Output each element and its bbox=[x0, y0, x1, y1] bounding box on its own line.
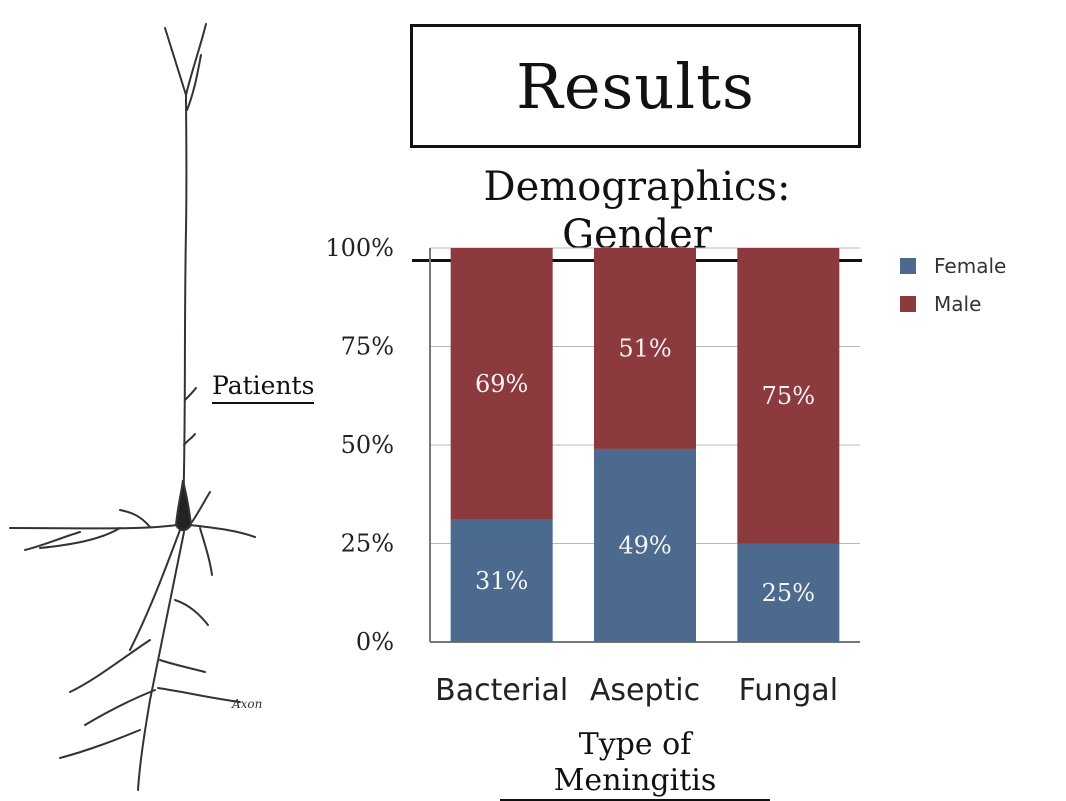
y-tick-label: 100% bbox=[325, 234, 394, 262]
legend-label-male: Male bbox=[934, 292, 981, 316]
data-label: 25% bbox=[762, 579, 815, 607]
axon-label: Axon bbox=[231, 697, 262, 711]
bar-male bbox=[737, 248, 840, 544]
page-title: Results bbox=[516, 49, 755, 123]
legend-swatch-female bbox=[900, 258, 916, 274]
data-label: 31% bbox=[475, 567, 528, 595]
data-label: 51% bbox=[618, 334, 671, 362]
data-label: 49% bbox=[618, 531, 671, 559]
bar-male bbox=[450, 248, 553, 520]
bar-female bbox=[594, 448, 696, 642]
x-tick-label: Aseptic bbox=[590, 673, 700, 708]
y-tick-label: 25% bbox=[341, 530, 394, 558]
bar-female bbox=[450, 519, 553, 642]
title-box: Results bbox=[410, 24, 861, 148]
data-label: 75% bbox=[762, 382, 815, 410]
y-tick-label: 75% bbox=[341, 333, 394, 361]
bar-male bbox=[594, 248, 696, 449]
y-axis-label: Patients bbox=[212, 370, 315, 404]
data-label: 69% bbox=[475, 370, 528, 398]
y-tick-label: 0% bbox=[356, 628, 394, 656]
y-tick-label: 50% bbox=[341, 431, 394, 459]
x-tick-label: Fungal bbox=[739, 673, 838, 708]
legend-label-female: Female bbox=[934, 254, 1006, 278]
x-tick-label: Bacterial bbox=[435, 673, 568, 708]
bar-female bbox=[737, 543, 840, 642]
neuron-illustration: Axon bbox=[9, 23, 262, 791]
legend-swatch-male bbox=[900, 296, 916, 312]
chart-title: Demographics: Gender bbox=[412, 163, 862, 262]
